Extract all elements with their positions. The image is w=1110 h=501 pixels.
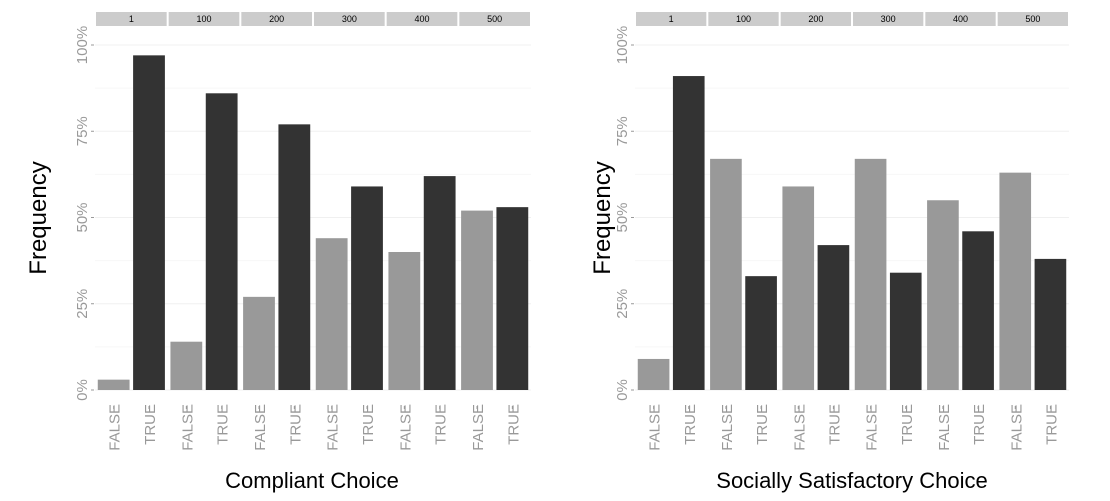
facet-strip (96, 12, 167, 26)
x-tick-label: FALSE (252, 404, 269, 451)
y-axis-title: Frequency (25, 161, 52, 274)
facet-strip (925, 12, 996, 26)
y-tick-label: 0% (74, 379, 91, 401)
bar-false (999, 172, 1032, 390)
plot-area: 0% 25% 50% 75% 100% 1 FALSE TRUE 100 FALSE TRUE 200… (614, 12, 1069, 451)
bar-true (423, 176, 456, 390)
facet-strip (780, 12, 851, 26)
x-tick-label: TRUE (754, 404, 771, 445)
x-tick-label: FALSE (325, 404, 342, 451)
facet-strip-label: 400 (953, 14, 968, 24)
bar-true (745, 276, 777, 390)
x-tick-label: FALSE (107, 404, 124, 451)
x-tick-label: TRUE (142, 404, 159, 445)
bar-false (388, 252, 421, 390)
facet-strip-label: 200 (808, 14, 823, 24)
y-tick-label: 25% (74, 289, 91, 319)
bar-false (927, 200, 959, 390)
bar-false (461, 210, 493, 390)
facet-strip-label: 300 (342, 14, 357, 24)
facet-strip-label: 500 (1025, 14, 1040, 24)
y-tick-label: 100% (614, 26, 631, 64)
bar-false (315, 238, 348, 390)
bar-true (205, 93, 238, 391)
y-tick-label: 25% (614, 289, 631, 319)
x-tick-label: FALSE (647, 404, 664, 451)
x-tick-label: TRUE (505, 404, 522, 445)
x-tick-label: TRUE (899, 404, 916, 445)
y-tick-label: 100% (74, 26, 91, 64)
facet-strip-label: 100 (196, 14, 211, 24)
x-tick-label: FALSE (1008, 404, 1025, 451)
x-tick-label: TRUE (215, 404, 232, 445)
x-tick-label: FALSE (864, 404, 881, 451)
facet-strip (241, 12, 312, 26)
y-tick-label: 0% (614, 379, 631, 401)
socially-satisfactory-choice-chart: Frequency Socially Satisfactory Choice 0… (589, 12, 1069, 493)
x-tick-label: FALSE (791, 404, 808, 451)
facet-strip-label: 1 (669, 14, 674, 24)
x-tick-label: TRUE (433, 404, 450, 445)
x-tick-label: TRUE (287, 404, 304, 445)
bar-true (133, 55, 165, 390)
x-tick-label: FALSE (179, 404, 196, 451)
facet-strip (708, 12, 779, 26)
bar-false (637, 358, 670, 390)
facet-strip-label: 200 (269, 14, 284, 24)
facet-strip (997, 12, 1068, 26)
y-tick-label: 50% (614, 202, 631, 232)
bar-true (962, 231, 994, 390)
facet-strip (636, 12, 707, 26)
x-tick-label: TRUE (826, 404, 843, 445)
x-tick-label: TRUE (682, 404, 699, 445)
y-tick-label: 75% (74, 116, 91, 146)
facet-strip-label: 100 (736, 14, 751, 24)
bar-true (496, 207, 529, 390)
y-tick-label: 50% (74, 202, 91, 232)
facet-strip (386, 12, 458, 26)
plot-area: 0% 25% 50% 75% 100% 1 FALSE TRUE 100 FALSE TRUE 200… (74, 12, 531, 451)
facet-strip-label: 400 (414, 14, 429, 24)
bar-false (97, 379, 130, 390)
bar-true (278, 124, 311, 390)
bar-true (1034, 258, 1067, 390)
bar-false (243, 296, 275, 390)
y-axis-title: Frequency (589, 161, 616, 274)
x-tick-label: FALSE (719, 404, 736, 451)
facet-strip (459, 12, 530, 26)
facet-strip-label: 1 (129, 14, 134, 24)
bar-true (351, 186, 383, 390)
bar-false (710, 158, 742, 390)
x-tick-label: TRUE (971, 404, 988, 445)
facet-strip-label: 300 (881, 14, 896, 24)
bar-true (672, 76, 705, 391)
bar-false (854, 158, 887, 390)
compliant-choice-chart: Frequency Compliant Choice 0% 25% 50% 75% 10… (25, 12, 531, 493)
x-tick-label: FALSE (470, 404, 487, 451)
bar-true (889, 272, 922, 390)
bar-false (170, 341, 203, 390)
y-tick-label: 75% (614, 116, 631, 146)
facet-strip (314, 12, 385, 26)
x-axis-title: Socially Satisfactory Choice (716, 468, 987, 493)
facet-strip-label: 500 (487, 14, 502, 24)
bar-true (817, 245, 850, 390)
facet-strip (168, 12, 240, 26)
bar-false (782, 186, 815, 390)
x-tick-label: FALSE (936, 404, 953, 451)
x-axis-title: Compliant Choice (225, 468, 399, 493)
facet-strip (853, 12, 924, 26)
x-tick-label: FALSE (397, 404, 414, 451)
x-tick-label: TRUE (360, 404, 377, 445)
x-tick-label: TRUE (1043, 404, 1060, 445)
